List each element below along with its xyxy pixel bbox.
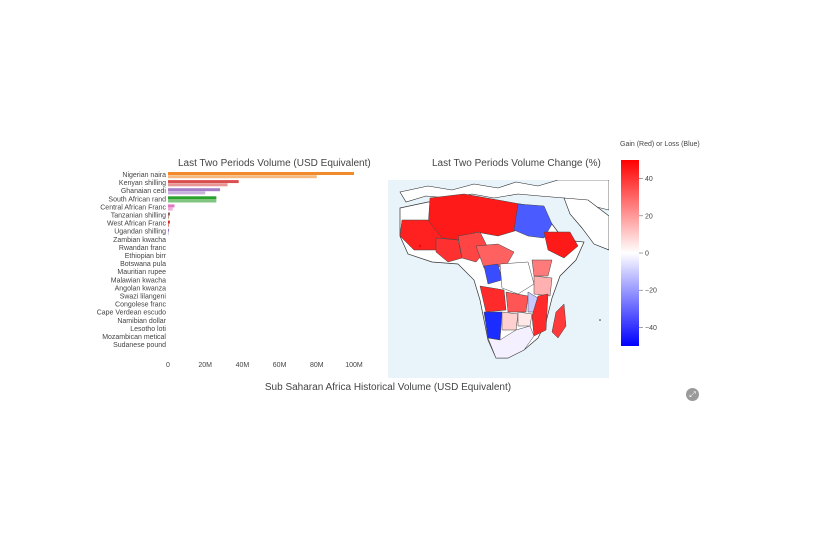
region-mauritius[interactable]	[599, 319, 601, 321]
bar[interactable]	[168, 228, 169, 232]
region-central-africa[interactable]	[475, 243, 515, 269]
x-tick-label: 60M	[273, 362, 287, 369]
colorbar-tick-label: 40	[645, 176, 653, 183]
bar-category-label: Malawian kwacha	[111, 277, 166, 284]
bar[interactable]	[168, 180, 239, 184]
colorbar-tick-label: 20	[645, 213, 653, 220]
bar-category-label: Namibian dollar	[117, 318, 166, 325]
colorbar-tick-label: −40	[645, 325, 657, 332]
region-cape-verde[interactable]	[418, 244, 422, 248]
region-kenya[interactable]	[531, 259, 553, 277]
bar-chart-title: Last Two Periods Volume (USD Equivalent)	[178, 158, 371, 169]
colorbar-title: Gain (Red) or Loss (Blue)	[620, 141, 700, 148]
region-mozambique[interactable]	[531, 293, 549, 337]
region-angola[interactable]	[479, 285, 507, 313]
colorbar: 40 20 0 −20 −40	[621, 160, 657, 346]
bar[interactable]	[168, 191, 206, 195]
bar[interactable]	[168, 183, 228, 187]
region-zambia[interactable]	[505, 291, 529, 313]
colorbar-gradient	[621, 160, 639, 346]
bar-category-label: Lesotho loti	[130, 326, 166, 333]
bar-category-label: Zambian kwacha	[113, 237, 166, 244]
bar[interactable]	[168, 175, 317, 179]
region-drc[interactable]	[499, 261, 535, 295]
bar[interactable]	[168, 188, 221, 192]
bar-category-label: Angolan kwanza	[115, 285, 166, 292]
bar[interactable]	[168, 231, 169, 235]
bar-category-label: Swazi lilangeni	[120, 294, 167, 301]
bar-category-label: Sudanese pound	[113, 342, 166, 349]
bar-category-label: Congolese franc	[115, 302, 166, 309]
bar-category-label: South African rand	[108, 196, 166, 203]
bar[interactable]	[168, 204, 175, 208]
bar-category-label: Tanzanian shilling	[111, 213, 166, 220]
bar[interactable]	[168, 215, 169, 219]
bar[interactable]	[168, 196, 217, 200]
bar-category-label: Botswana pula	[120, 261, 166, 268]
x-tick-label: 80M	[310, 362, 324, 369]
region-ethiopia[interactable]	[543, 231, 579, 259]
colorbar-tick-label: −20	[645, 288, 657, 295]
region-sudan[interactable]	[513, 203, 553, 239]
bar[interactable]	[168, 172, 354, 175]
region-madagascar[interactable]	[551, 303, 567, 339]
x-tick-label: 100M	[345, 362, 363, 369]
bar-category-label: Ugandan shilling	[114, 229, 166, 236]
region-zimbabwe[interactable]	[517, 311, 533, 327]
bar-category-label: Central African Franc	[100, 204, 166, 211]
region-tanzania[interactable]	[533, 275, 553, 297]
bar[interactable]	[168, 220, 170, 224]
bar-category-label: Cape Verdean escudo	[97, 310, 166, 317]
region-botswana[interactable]	[501, 311, 519, 331]
bar[interactable]	[168, 223, 169, 227]
bar-category-label: Nigerian naira	[122, 172, 166, 179]
bar-category-label: Mozambican metical	[102, 334, 166, 341]
x-tick-label: 0	[166, 362, 170, 369]
bar-category-label: Ethiopian birr	[125, 253, 167, 260]
x-tick-label: 40M	[236, 362, 250, 369]
arabian-peninsula	[563, 197, 609, 251]
bar[interactable]	[168, 199, 217, 203]
bar-category-label: Rwandan franc	[119, 245, 167, 252]
x-tick-label: 20M	[198, 362, 212, 369]
colorbar-tick-label: 0	[645, 251, 649, 258]
region-south-africa[interactable]	[487, 325, 535, 359]
bar[interactable]	[168, 212, 170, 216]
colorbar-ticks: 40 20 0 −20 −40	[639, 176, 657, 332]
bar[interactable]	[168, 207, 173, 211]
figure-bottom-title: Sub Saharan Africa Historical Volume (US…	[264, 382, 512, 393]
bar-category-label: Kenyan shilling	[119, 180, 166, 187]
bar-category-label: Ghanaian cedi	[121, 188, 167, 195]
bar-category-label: West African Franc	[107, 221, 167, 228]
region-west-africa[interactable]	[435, 237, 463, 263]
bar-category-label: Mauritian rupee	[117, 269, 166, 276]
africa-choropleth-map[interactable]	[388, 180, 609, 378]
map-title: Last Two Periods Volume Change (%)	[432, 158, 601, 169]
modebar-icon[interactable]: ⤢	[686, 388, 699, 401]
